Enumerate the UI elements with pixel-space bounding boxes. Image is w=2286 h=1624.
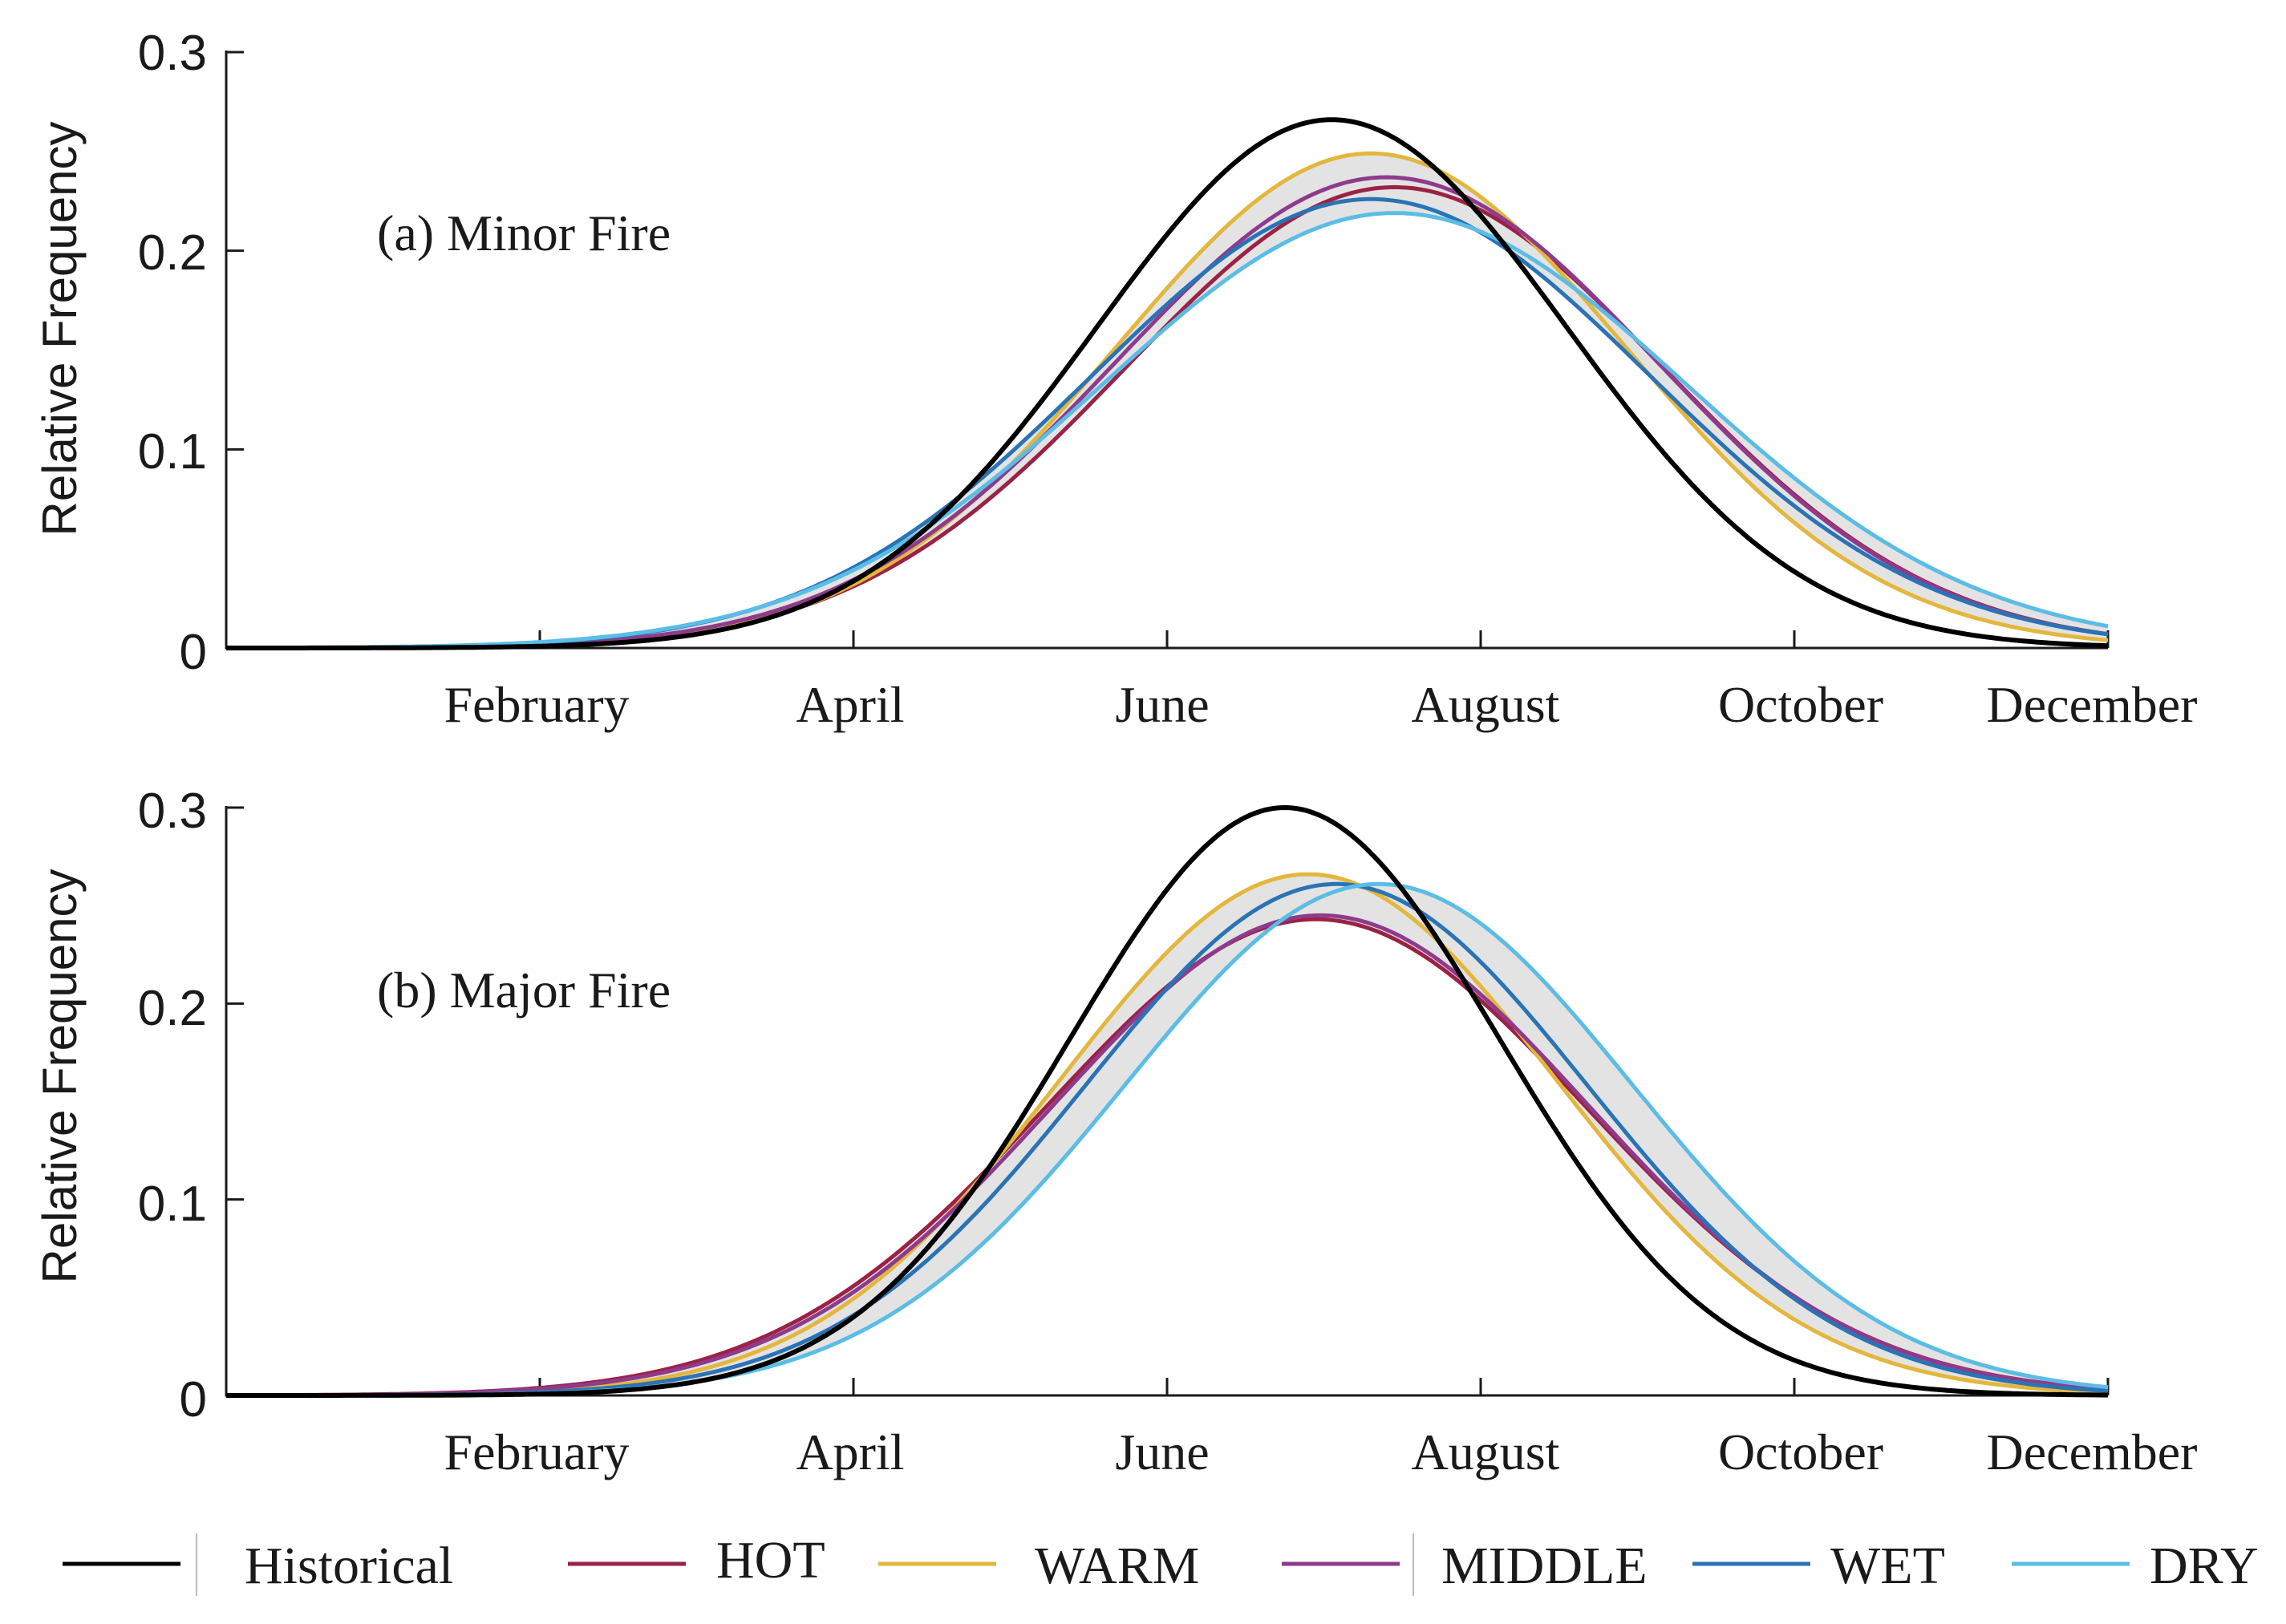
series-line-historical (226, 117, 2109, 650)
x-tick-label: June (1115, 676, 1209, 733)
series-line-historical (226, 805, 2108, 1398)
y-tick-label: 0 (180, 1372, 207, 1428)
x-tick-label: April (796, 1424, 904, 1480)
legend-entry-wet: WET (1692, 1537, 1945, 1595)
legend-entry-dry: DRY (2012, 1537, 2259, 1595)
legend-entry-hot: HOT (568, 1531, 825, 1590)
x-tick-label: October (1718, 1424, 1883, 1480)
y-tick-group: 0 0.1 0.2 0.3 (138, 26, 207, 680)
legend-entry-middle: MIDDLE (1282, 1533, 1648, 1596)
x-tick-label: June (1115, 1424, 1209, 1480)
legend-label: WARM (1035, 1537, 1199, 1595)
major-fire-chart: Relative Frequency (b) Major Fire 0 0.1 … (33, 784, 2197, 1480)
x-tick-label: August (1412, 1424, 1560, 1480)
panel-title: (b) Major Fire (377, 962, 671, 1019)
legend-label: Historical (245, 1537, 453, 1595)
y-tick-label: 0.1 (138, 1176, 207, 1232)
x-tick-label: October (1718, 676, 1883, 733)
y-tick-label: 0.3 (138, 784, 207, 839)
y-tick-label: 0.2 (138, 225, 207, 281)
x-tick-label: February (444, 676, 629, 733)
legend-entry-historical: Historical (63, 1533, 453, 1596)
axes (225, 51, 2108, 650)
y-tick-label: 0.3 (138, 26, 207, 81)
y-tick-group: 0 0.1 0.2 0.3 (138, 784, 207, 1428)
legend-label: WET (1830, 1537, 1945, 1595)
x-tick-label: August (1412, 676, 1560, 733)
y-tick-label: 0.1 (138, 424, 207, 480)
x-tick-label: February (444, 1424, 629, 1480)
y-axis-label: Relative Frequency (33, 869, 87, 1284)
legend-label: DRY (2150, 1537, 2259, 1595)
series-line-dry (226, 211, 2109, 650)
legend-label: HOT (716, 1531, 825, 1590)
minor-fire-chart: Relative Frequency (a) Minor Fire 0 0.1 … (33, 26, 2197, 733)
panel-title: (a) Minor Fire (377, 205, 671, 261)
chart-legend: Historical HOT WARM MIDDLE WET DRY (63, 1531, 2259, 1596)
legend-entry-warm: WARM (878, 1537, 1199, 1595)
y-tick-label: 0 (180, 625, 207, 680)
x-tick-label: December (1987, 676, 2198, 733)
y-axis-label: Relative Frequency (33, 122, 87, 537)
x-tick-label: December (1987, 1424, 2198, 1480)
series-line-wet (226, 196, 2109, 650)
x-tick-group: February April June August October Decem… (444, 676, 2197, 733)
x-tick-label: April (796, 676, 904, 733)
y-tick-label: 0.2 (138, 981, 207, 1036)
legend-label: MIDDLE (1441, 1537, 1648, 1595)
x-tick-group: February April June August October Decem… (444, 1424, 2197, 1480)
